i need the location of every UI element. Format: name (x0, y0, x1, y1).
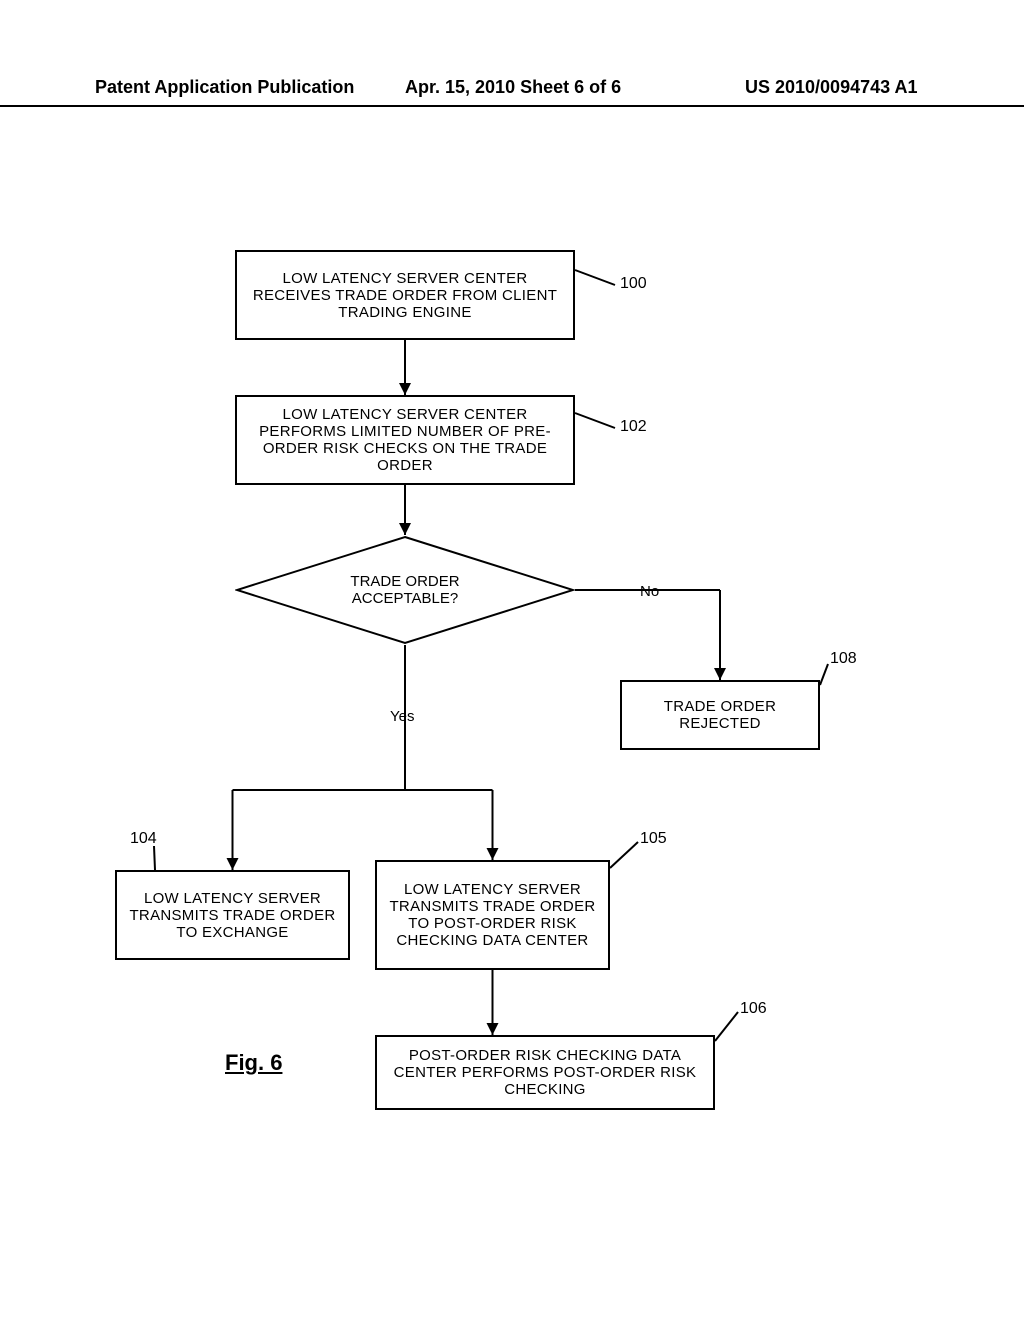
figure-label: Fig. 6 (225, 1050, 282, 1076)
step-transmit-risk-center: LOW LATENCY SERVER TRANSMITS TRADE ORDER… (375, 860, 610, 970)
header-right: US 2010/0094743 A1 (745, 77, 917, 98)
step-postorder-check-text: POST-ORDER RISK CHECKING DATA CENTER PER… (385, 1047, 705, 1098)
ref-105: 105 (640, 830, 667, 848)
connectors (0, 0, 1024, 1320)
page-header: Patent Application Publication Apr. 15, … (0, 75, 1024, 107)
decision-acceptable: TRADE ORDER ACCEPTABLE? (235, 535, 575, 645)
ref-106: 106 (740, 1000, 767, 1018)
decision-text: TRADE ORDER ACCEPTABLE? (325, 573, 485, 607)
ref-100: 100 (620, 275, 647, 293)
header-left: Patent Application Publication (95, 77, 354, 98)
step-postorder-check: POST-ORDER RISK CHECKING DATA CENTER PER… (375, 1035, 715, 1110)
step-transmit-exchange-text: LOW LATENCY SERVER TRANSMITS TRADE ORDER… (125, 890, 340, 941)
step-preorder-checks-text: LOW LATENCY SERVER CENTER PERFORMS LIMIT… (245, 406, 565, 474)
step-preorder-checks: LOW LATENCY SERVER CENTER PERFORMS LIMIT… (235, 395, 575, 485)
step-transmit-exchange: LOW LATENCY SERVER TRANSMITS TRADE ORDER… (115, 870, 350, 960)
header-center: Apr. 15, 2010 Sheet 6 of 6 (405, 77, 621, 98)
step-receive-order: LOW LATENCY SERVER CENTER RECEIVES TRADE… (235, 250, 575, 340)
step-receive-order-text: LOW LATENCY SERVER CENTER RECEIVES TRADE… (245, 270, 565, 321)
edge-label-no: No (640, 583, 659, 600)
ref-102: 102 (620, 418, 647, 436)
ref-104: 104 (130, 830, 157, 848)
edge-label-yes: Yes (390, 708, 414, 725)
step-transmit-risk-center-text: LOW LATENCY SERVER TRANSMITS TRADE ORDER… (385, 881, 600, 949)
ref-108: 108 (830, 650, 857, 668)
step-rejected-text: TRADE ORDER REJECTED (630, 698, 810, 732)
step-rejected: TRADE ORDER REJECTED (620, 680, 820, 750)
